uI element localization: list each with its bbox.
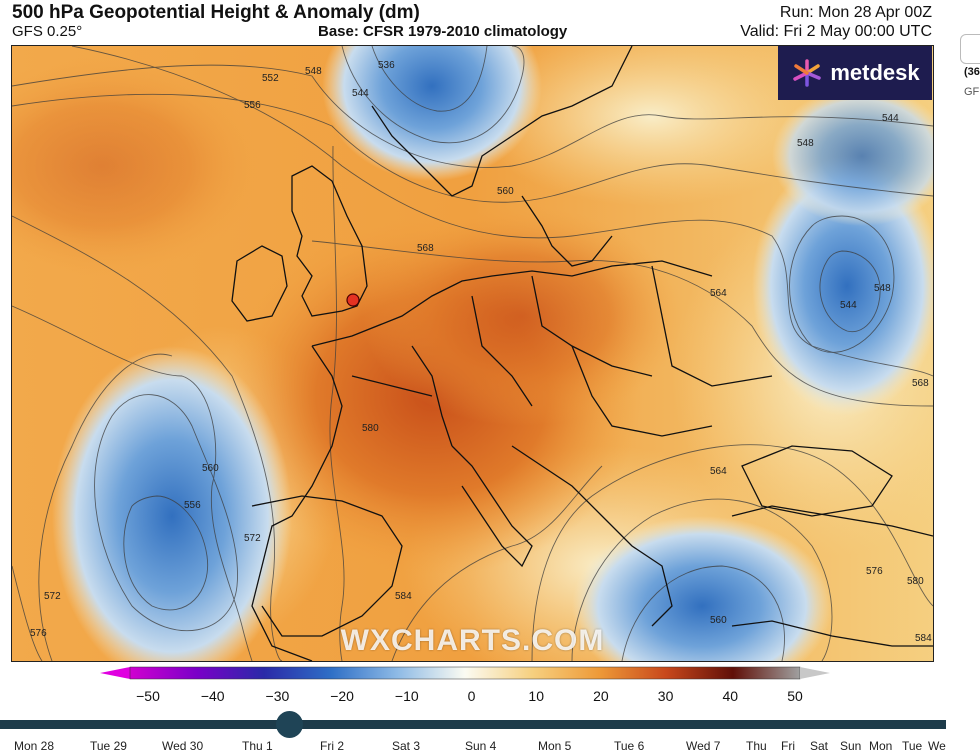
timeline-day-label[interactable]: Tue 29: [90, 739, 127, 753]
colorbar-tick-label: −10: [395, 688, 419, 704]
map-canvas: 552 548 536 544 556 560 568 564 548 544 …: [12, 46, 933, 661]
side-panel-button[interactable]: [960, 34, 980, 64]
timeline-day-label[interactable]: Mon 28: [14, 739, 55, 753]
contour-label: 568: [417, 243, 434, 254]
contour-label: 548: [305, 66, 322, 77]
contour-label: 548: [797, 138, 814, 149]
colorbar-tick-label: −30: [266, 688, 290, 704]
timeline-day-label[interactable]: Sun 4: [465, 739, 497, 753]
contour-label: 536: [378, 60, 395, 71]
colorbar-tick-label: 20: [593, 688, 609, 704]
contour-label: 556: [184, 500, 201, 511]
timeline-day-label[interactable]: Fri 2: [320, 739, 344, 753]
run-time-label: Run: Mon 28 Apr 00Z: [779, 4, 932, 21]
colorbar-max-arrow: [800, 667, 830, 679]
contour-label: 544: [840, 300, 857, 311]
contour-label: 572: [244, 533, 261, 544]
timeline-day-label[interactable]: Sun: [840, 739, 862, 753]
colorbar-tick-label: 40: [723, 688, 739, 704]
timeline-track[interactable]: [0, 720, 946, 729]
contour-label: 580: [362, 423, 379, 434]
geopotential-map[interactable]: 552 548 536 544 556 560 568 564 548 544 …: [11, 45, 934, 662]
timeline-slider-handle[interactable]: [276, 711, 303, 738]
colorbar-tick-label: 0: [468, 688, 476, 704]
timeline-day-label[interactable]: Wed 7: [686, 739, 721, 753]
location-marker[interactable]: [346, 293, 360, 307]
metdesk-logo: metdesk: [778, 46, 932, 100]
timeline-day-label[interactable]: Sat 3: [392, 739, 421, 753]
timeline-day-label[interactable]: We: [928, 739, 946, 753]
contour-label: 560: [202, 463, 219, 474]
colorbar-tick-label: 10: [528, 688, 544, 704]
timeline-day-label[interactable]: Wed 30: [162, 739, 204, 753]
contour-label: 544: [882, 113, 899, 124]
timeline-day-label[interactable]: Sat: [810, 739, 829, 753]
colorbar-tick-label: −40: [201, 688, 225, 704]
timeline-day-label[interactable]: Tue 6: [614, 739, 645, 753]
climatology-base-label: Base: CFSR 1979-2010 climatology: [318, 23, 568, 40]
map-title: 500 hPa Geopotential Height & Anomaly (d…: [12, 2, 420, 23]
contour-label: 576: [30, 628, 47, 639]
contour-label: 544: [352, 88, 369, 99]
colorbar-tick-label: −20: [330, 688, 354, 704]
contour-label: 572: [44, 591, 61, 602]
timeline-day-label[interactable]: Thu 1: [242, 739, 273, 753]
contour-label: 552: [262, 73, 279, 84]
contour-label: 564: [710, 288, 727, 299]
contour-label: 584: [915, 633, 932, 644]
colorbar-canvas: −50 −40 −30 −20 −10 0 10 20 30 40 50: [100, 666, 830, 704]
timeline-day-label[interactable]: Tue: [902, 739, 923, 753]
timeline-day-labels: Mon 28 Tue 29 Wed 30 Thu 1 Fri 2 Sat 3 Sun 4 Mo…: [0, 739, 980, 753]
contour-label: 568: [912, 378, 929, 389]
anomaly-colorbar: −50 −40 −30 −20 −10 0 10 20 30 40 50: [100, 663, 830, 707]
timeline-day-label[interactable]: Thu: [746, 739, 767, 753]
timeline-day-label[interactable]: Mon: [869, 739, 893, 753]
colorbar-min-arrow: [100, 667, 130, 679]
timeline-day-label[interactable]: Fri: [781, 739, 795, 753]
metdesk-star-icon: [793, 59, 822, 87]
metdesk-logo-text: metdesk: [830, 60, 920, 85]
contour-label: 548: [874, 283, 891, 294]
side-panel-label: (36: [964, 66, 980, 78]
contour-label: 560: [710, 615, 727, 626]
valid-time-label: Valid: Fri 2 May 00:00 UTC: [740, 23, 932, 40]
contour-label: 580: [907, 576, 924, 587]
model-label: GFS 0.25°: [12, 23, 83, 40]
side-panel-sublabel: GF: [964, 86, 980, 98]
contour-label: 576: [866, 566, 883, 577]
colorbar-tick-label: 30: [658, 688, 674, 704]
colorbar-tick-label: 50: [787, 688, 803, 704]
colorbar-tick-label: −50: [136, 688, 160, 704]
wxcharts-watermark: WXCHARTS.COM: [340, 624, 605, 657]
timeline-day-label[interactable]: Mon 5: [538, 739, 572, 753]
contour-label: 556: [244, 100, 261, 111]
contour-label: 564: [710, 466, 727, 477]
contour-label: 584: [395, 591, 412, 602]
contour-label: 560: [497, 186, 514, 197]
